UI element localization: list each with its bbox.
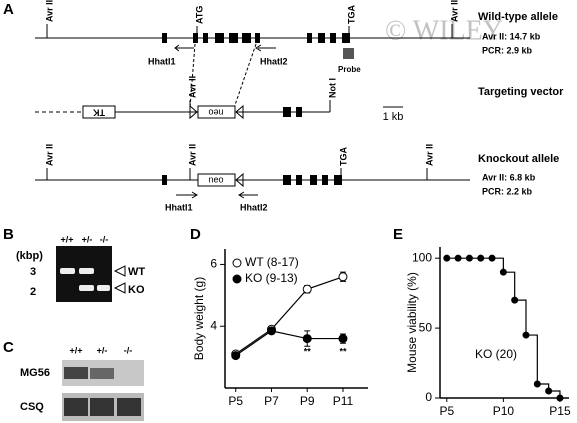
series-line (446, 257, 561, 398)
allele-info: Avr II: 14.7 kb (482, 31, 541, 41)
scale-label: 1 kb (383, 111, 404, 123)
marker (266, 326, 276, 336)
panel-label: B (3, 226, 14, 243)
wild-type-map: Avr II ATG TGA Avr II HhatI1 HhatI2 Prob… (35, 0, 558, 109)
neo-label: neo (208, 108, 223, 118)
site-label: TGA (338, 147, 348, 166)
legend-marker (232, 258, 242, 268)
x-tick-label: P5 (439, 404, 454, 418)
marker (454, 254, 462, 262)
western-blot: +/+ +/- -/- MG56 CSQ (20, 345, 144, 421)
legend-label: WT (8-17) (245, 255, 299, 269)
marker (533, 380, 541, 388)
marker (477, 254, 485, 262)
marker (522, 331, 530, 339)
protein-label: MG56 (20, 367, 50, 379)
primer-label: HhatI2 (240, 202, 268, 212)
lane-label: +/+ (60, 234, 73, 244)
site-label: Avr II (187, 144, 197, 166)
site-label: Not I (327, 78, 337, 98)
y-tick-label: 0 (425, 390, 432, 404)
allele-title: Wild-type allele (478, 11, 558, 23)
site-label: Avr II (187, 76, 197, 98)
primer-label: HhatI1 (148, 56, 176, 66)
legend-label: KO (9-13) (245, 271, 298, 285)
allele-title: Knockout allele (478, 153, 559, 165)
site-label: Avr II (424, 144, 434, 166)
y-tick-label: 100 (412, 250, 432, 264)
marker (465, 254, 473, 262)
site-label: ATG (194, 6, 204, 24)
series-line (235, 276, 344, 355)
y-axis-label: Mouse viability (%) (405, 272, 419, 373)
site-label: Avr II (44, 0, 54, 22)
band-label: WT (128, 266, 145, 278)
y-tick-label: 4 (210, 318, 217, 332)
marker (338, 272, 348, 282)
panel-label: C (3, 339, 14, 356)
x-tick-label: P15 (549, 404, 571, 418)
y-axis-label: Body weight (g) (192, 277, 206, 360)
y-tick-label: 6 (210, 257, 217, 271)
lane-label: +/- (97, 345, 108, 355)
tk-label: TK (93, 108, 105, 118)
watermark: © WILEY (385, 15, 503, 46)
primer-label: HhatI2 (260, 56, 288, 66)
x-tick-label: P10 (493, 404, 515, 418)
probe-label: Probe (338, 65, 361, 74)
marker (338, 334, 348, 344)
series-label: KO (20) (475, 347, 517, 361)
x-tick-label: P11 (333, 394, 354, 408)
legend-marker (232, 274, 242, 284)
lane-label: -/- (124, 345, 133, 355)
marker (231, 351, 241, 361)
lane-label: +/+ (69, 345, 82, 355)
x-tick-label: P9 (300, 394, 315, 408)
marker (499, 268, 507, 276)
genotype-gel: (kbp) +/+ +/- -/- 3 2 WT KO (16, 234, 145, 302)
y-tick-label: 50 (419, 320, 433, 334)
unit-label: (kbp) (16, 250, 43, 262)
allele-info: Avr II: 6.8 kb (482, 172, 536, 182)
lane-label: +/- (82, 234, 93, 244)
marker (511, 296, 519, 304)
site-label: Avr II (449, 0, 459, 22)
allele-info: PCR: 2.9 kb (482, 45, 533, 55)
panel-label: E (393, 226, 403, 243)
series-line (235, 330, 343, 357)
size-marker: 2 (30, 286, 36, 298)
targeting-vector: TK neo Avr II Not I 1 kb Targeting vecto… (35, 76, 564, 123)
knockout-map: neo Avr II Avr II TGA Avr II HhatI1 Hhat… (35, 144, 559, 212)
site-label: Avr II (44, 144, 54, 166)
allele-title: Targeting vector (478, 86, 564, 98)
significance: ** (339, 346, 347, 356)
allele-info: PCR: 2.2 kb (482, 186, 533, 196)
panel-label: A (3, 1, 14, 18)
marker (488, 254, 496, 262)
marker (443, 254, 451, 262)
marker (545, 387, 553, 395)
site-label: TGA (346, 5, 356, 24)
significance: ** (304, 346, 312, 356)
x-tick-label: P5 (228, 394, 243, 408)
panel-label: D (190, 226, 201, 243)
neo-label: neo (208, 174, 223, 184)
primer-label: HhatI1 (165, 202, 193, 212)
band-label: KO (128, 284, 145, 296)
lane-label: -/- (100, 234, 109, 244)
marker (302, 334, 312, 344)
protein-label: CSQ (20, 401, 44, 413)
x-tick-label: P7 (264, 394, 279, 408)
marker (302, 284, 312, 294)
marker (556, 394, 564, 402)
size-marker: 3 (30, 266, 36, 278)
